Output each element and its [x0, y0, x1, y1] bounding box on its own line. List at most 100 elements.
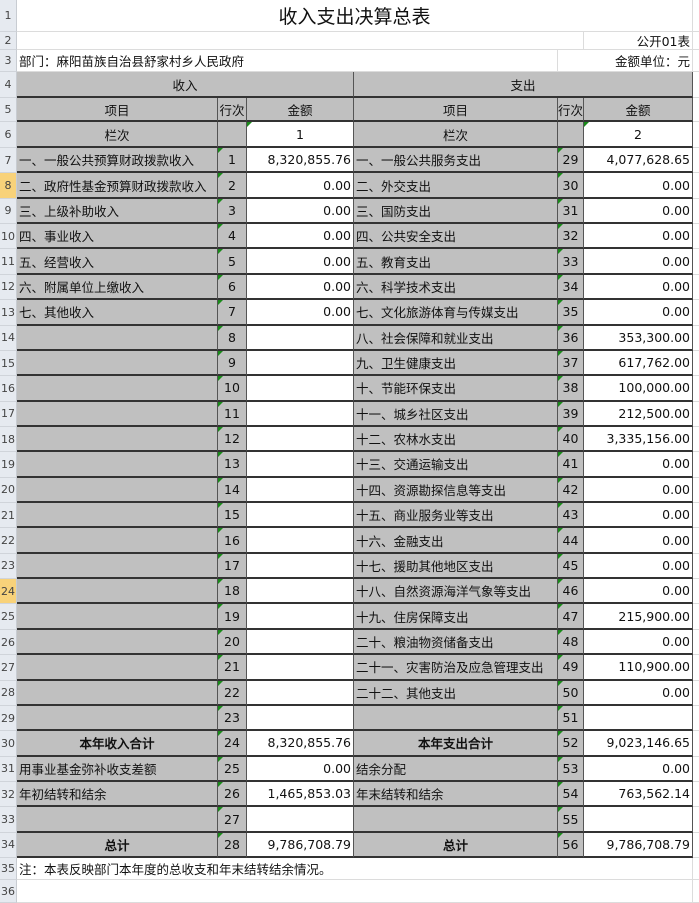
expense-line-number[interactable]: 31	[558, 198, 584, 225]
income-column-number[interactable]: 1	[247, 122, 354, 148]
expense-amount-cell[interactable]: 0.00	[584, 274, 693, 301]
cell[interactable]	[693, 630, 699, 656]
income-item-cell[interactable]: 用事业基金弥补收支差额	[17, 756, 218, 782]
expense-item-cell[interactable]: 结余分配	[354, 756, 558, 782]
row-header-12[interactable]: 12	[0, 274, 17, 301]
expense-item-cell[interactable]: 四、公共安全支出	[354, 224, 558, 250]
row-header-7[interactable]: 7	[0, 148, 17, 174]
cell[interactable]	[693, 478, 699, 504]
row-header-25[interactable]: 25	[0, 604, 17, 630]
income-amount-cell[interactable]: 0.00	[247, 274, 354, 301]
expense-column-label[interactable]: 栏次	[354, 122, 558, 148]
income-amount-cell[interactable]: 8,320,855.76	[247, 731, 354, 757]
row-header-5[interactable]: 5	[0, 98, 17, 122]
row-header-17[interactable]: 17	[0, 401, 17, 427]
cell[interactable]	[693, 32, 699, 50]
expense-item-cell[interactable]: 年末结转和结余	[354, 781, 558, 808]
row-header-28[interactable]: 28	[0, 680, 17, 706]
expense-amount-cell[interactable]: 763,562.14	[584, 781, 693, 808]
income-item-header[interactable]: 项目	[17, 98, 218, 122]
income-line-number[interactable]: 19	[218, 604, 247, 630]
cell[interactable]	[17, 880, 693, 903]
income-item-cell[interactable]: 二、政府性基金预算财政拨款收入	[17, 173, 218, 199]
income-item-cell[interactable]	[17, 680, 218, 706]
expense-amount-cell[interactable]: 212,500.00	[584, 401, 693, 427]
income-line-number[interactable]: 8	[218, 325, 247, 351]
cell[interactable]	[693, 173, 699, 199]
cell[interactable]	[693, 681, 699, 706]
row-header-10[interactable]: 10	[0, 224, 17, 250]
expense-item-cell[interactable]: 二、外交支出	[354, 173, 558, 199]
expense-amount-cell[interactable]: 9,786,708.79	[584, 832, 693, 859]
expense-item-cell[interactable]: 十五、商业服务业等支出	[354, 503, 558, 529]
expense-amount-cell[interactable]: 9,023,146.65	[584, 731, 693, 757]
expense-line-number[interactable]: 49	[558, 655, 584, 681]
income-line-number[interactable]: 21	[218, 655, 247, 681]
expense-item-cell[interactable]: 总计	[354, 832, 558, 859]
cell[interactable]	[17, 32, 584, 50]
row-header-18[interactable]: 18	[0, 426, 17, 453]
expense-amount-cell[interactable]: 0.00	[584, 300, 693, 326]
income-amount-cell[interactable]	[247, 401, 354, 427]
income-amount-cell[interactable]: 0.00	[247, 198, 354, 225]
cell[interactable]	[693, 376, 699, 402]
income-item-cell[interactable]	[17, 426, 218, 453]
expense-item-cell[interactable]: 十、节能环保支出	[354, 376, 558, 402]
income-item-cell[interactable]	[17, 401, 218, 427]
cell[interactable]	[693, 326, 699, 351]
income-line-number[interactable]: 17	[218, 553, 247, 580]
row-header-20[interactable]: 20	[0, 477, 17, 504]
expense-amount-cell[interactable]: 100,000.00	[584, 376, 693, 402]
row-header-36[interactable]: 36	[0, 880, 17, 903]
income-line-number[interactable]: 28	[218, 832, 247, 859]
income-line-number[interactable]: 24	[218, 731, 247, 757]
income-amount-cell[interactable]: 0.00	[247, 249, 354, 275]
income-line-number[interactable]: 27	[218, 807, 247, 833]
expense-line-number[interactable]: 40	[558, 426, 584, 453]
income-line-number[interactable]: 23	[218, 705, 247, 732]
income-amount-cell[interactable]	[247, 680, 354, 706]
expense-line-number[interactable]: 38	[558, 376, 584, 402]
income-item-cell[interactable]: 六、附属单位上缴收入	[17, 274, 218, 301]
note-text[interactable]: 注：本表反映部门本年度的总收支和年末结转结余情况。	[17, 858, 693, 881]
expense-amount-cell[interactable]: 0.00	[584, 224, 693, 250]
row-header-27[interactable]: 27	[0, 655, 17, 681]
cell[interactable]	[693, 782, 699, 808]
income-item-cell[interactable]	[17, 528, 218, 554]
expense-amount-cell[interactable]: 0.00	[584, 579, 693, 605]
income-item-cell[interactable]: 三、上级补助收入	[17, 198, 218, 225]
income-amount-cell[interactable]: 0.00	[247, 224, 354, 250]
row-header-4[interactable]: 4	[0, 72, 17, 98]
expense-amount-cell[interactable]: 353,300.00	[584, 325, 693, 351]
unit-label[interactable]: 金额单位：元	[558, 50, 693, 72]
expense-line-number[interactable]: 56	[558, 832, 584, 859]
expense-line-header[interactable]: 行次	[558, 98, 584, 122]
cell[interactable]	[693, 300, 699, 326]
row-header-11[interactable]: 11	[0, 249, 17, 275]
expense-amount-cell[interactable]: 4,077,628.65	[584, 148, 693, 174]
expense-item-cell[interactable]	[354, 705, 558, 732]
cell[interactable]	[693, 706, 699, 732]
income-item-cell[interactable]	[17, 553, 218, 580]
expense-amount-cell[interactable]	[584, 705, 693, 732]
cell[interactable]	[693, 579, 699, 605]
expense-item-cell[interactable]: 十一、城乡社区支出	[354, 401, 558, 427]
expense-item-cell[interactable]: 十六、金融支出	[354, 528, 558, 554]
expense-amount-cell[interactable]: 215,900.00	[584, 604, 693, 630]
income-line-number[interactable]: 3	[218, 198, 247, 225]
expense-amount-cell[interactable]: 0.00	[584, 452, 693, 478]
expense-line-number[interactable]: 55	[558, 807, 584, 833]
sheet-title[interactable]: 收入支出决算总表	[17, 0, 693, 32]
cell[interactable]	[693, 275, 699, 301]
income-line-number[interactable]: 4	[218, 224, 247, 250]
income-amount-cell[interactable]: 8,320,855.76	[247, 148, 354, 174]
expense-item-cell[interactable]	[354, 807, 558, 833]
income-line-number[interactable]: 9	[218, 350, 247, 377]
income-amount-cell[interactable]	[247, 604, 354, 630]
cell[interactable]	[693, 554, 699, 580]
income-amount-cell[interactable]	[247, 325, 354, 351]
cell[interactable]	[693, 72, 699, 98]
income-item-cell[interactable]	[17, 655, 218, 681]
expense-item-cell[interactable]: 十三、交通运输支出	[354, 452, 558, 478]
income-item-cell[interactable]	[17, 452, 218, 478]
